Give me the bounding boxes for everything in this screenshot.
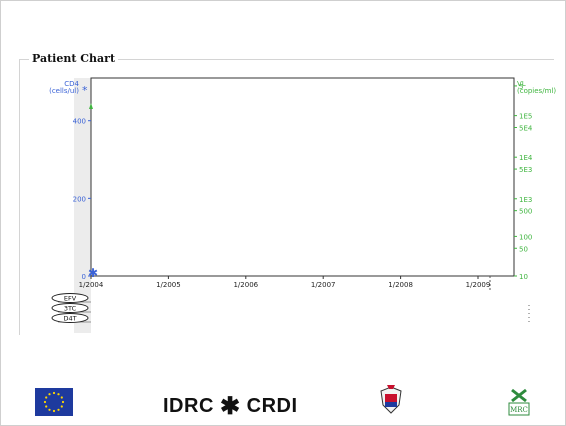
eu-star bbox=[60, 405, 63, 408]
right-tick-label: 1E4 bbox=[519, 154, 533, 162]
eu-flag-logo bbox=[35, 388, 73, 416]
mrc-icon: MRC bbox=[508, 388, 530, 416]
right-tick-label: 5 bbox=[519, 83, 523, 91]
crest-icon bbox=[380, 385, 402, 414]
x-tick-label: 1/2007 bbox=[311, 281, 336, 289]
crdi-text: CRDI bbox=[246, 395, 298, 417]
plot-area bbox=[90, 77, 515, 277]
x-tick-label: 1/2004 bbox=[79, 281, 104, 289]
regimen-label: EFV bbox=[64, 295, 77, 303]
left-tick-label: 400 bbox=[73, 118, 86, 126]
idrc-logo: IDRC ✱ CRDI bbox=[163, 390, 298, 420]
right-axis-label: VL bbox=[517, 80, 526, 88]
university-crest-logo bbox=[379, 385, 403, 417]
right-tick-label: 500 bbox=[519, 208, 532, 216]
right-tick-label: 5E3 bbox=[519, 166, 532, 174]
right-tick-label: 50 bbox=[519, 245, 528, 253]
mrc-logo: MRC bbox=[508, 387, 530, 417]
panel-title: Patient Chart bbox=[29, 52, 119, 65]
plot-gray-band bbox=[74, 78, 91, 333]
right-tick-label: 5E4 bbox=[519, 125, 533, 133]
right-axis-unit: (copies/ml) bbox=[517, 87, 556, 95]
regimen-badge bbox=[51, 303, 89, 313]
mrc-text: MRC bbox=[510, 406, 528, 414]
vl-point bbox=[89, 103, 93, 109]
eu-star bbox=[61, 400, 65, 404]
legend-asterisk: * bbox=[82, 84, 88, 97]
regimen-label: D4T bbox=[63, 315, 76, 323]
regimen-badge bbox=[51, 293, 89, 303]
x-tick-label: 1/2006 bbox=[233, 281, 258, 289]
eu-star bbox=[48, 393, 51, 396]
x-tick-label: 1/2009 bbox=[466, 281, 491, 289]
regimen-label: 3TC bbox=[64, 305, 77, 313]
left-tick-label: 200 bbox=[73, 195, 86, 203]
eu-star bbox=[52, 409, 56, 413]
eu-star bbox=[45, 405, 48, 408]
eu-stars-icon bbox=[43, 391, 65, 413]
right-tick-label: 100 bbox=[519, 233, 532, 241]
eu-star bbox=[57, 408, 60, 411]
idrc-text: IDRC bbox=[163, 395, 214, 417]
left-tick-label: 0 bbox=[82, 273, 86, 281]
eu-star bbox=[43, 400, 47, 404]
right-tick-label: 1E5 bbox=[519, 113, 532, 121]
eu-star bbox=[52, 391, 56, 395]
eu-star bbox=[57, 393, 60, 396]
eu-star bbox=[60, 396, 63, 399]
cd4-point: ✱ bbox=[88, 266, 98, 280]
patient-chart-panel bbox=[19, 59, 554, 335]
left-axis-unit: (cells/ul) bbox=[49, 87, 79, 95]
left-axis-label: CD4 bbox=[64, 80, 79, 88]
right-tick-label: 1E3 bbox=[519, 196, 532, 204]
regimen-badge bbox=[51, 313, 89, 323]
right-tick-label: 10 bbox=[519, 273, 528, 281]
eu-star bbox=[45, 396, 48, 399]
x-tick-label: 1/2005 bbox=[156, 281, 181, 289]
x-tick-label: 1/2008 bbox=[388, 281, 413, 289]
eu-star bbox=[48, 408, 51, 411]
idrc-star-icon: ✱ bbox=[219, 393, 241, 420]
